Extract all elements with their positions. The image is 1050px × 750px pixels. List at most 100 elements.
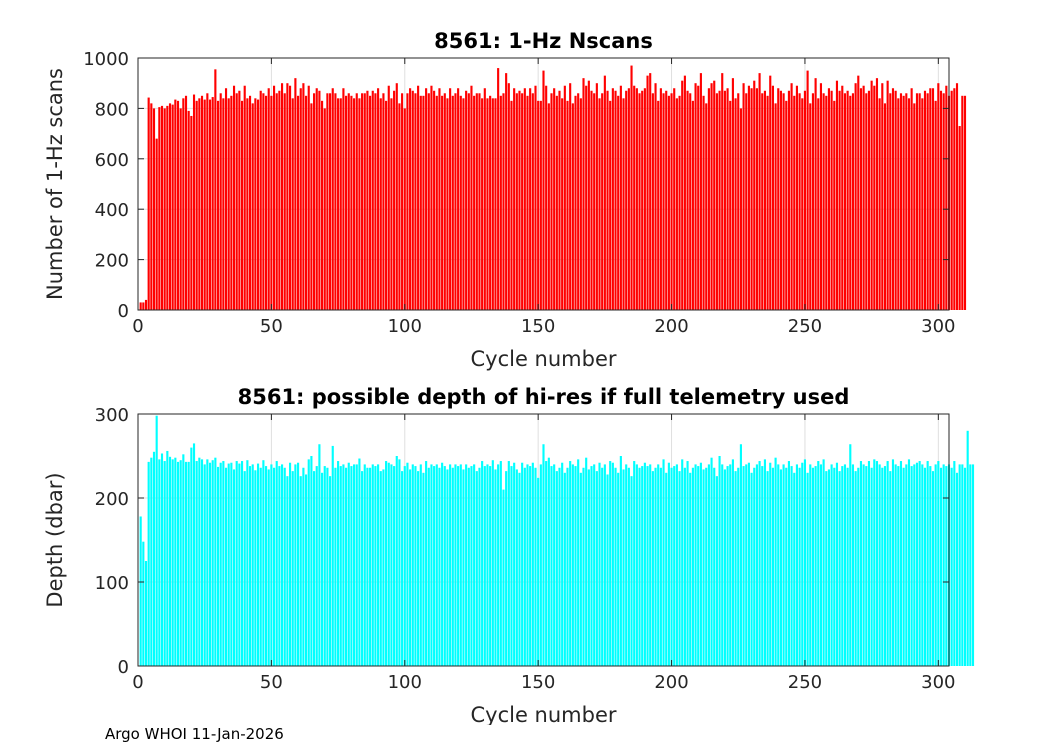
x-tick-label: 100 xyxy=(388,316,422,337)
bar xyxy=(862,464,865,666)
bar xyxy=(691,100,694,310)
bar xyxy=(329,476,332,666)
bar xyxy=(355,93,358,310)
bar xyxy=(155,415,158,666)
bar xyxy=(465,90,468,310)
bar xyxy=(889,471,892,666)
bar xyxy=(902,467,905,666)
y-tick-label: 400 xyxy=(95,200,129,221)
bar xyxy=(406,462,409,666)
bar xyxy=(729,464,732,666)
bar xyxy=(915,93,919,310)
bar xyxy=(670,93,673,310)
bar xyxy=(929,466,932,666)
bar xyxy=(795,85,798,310)
bar xyxy=(793,95,796,310)
bar xyxy=(451,95,454,310)
bar xyxy=(331,88,334,311)
bar xyxy=(814,78,817,310)
bar xyxy=(683,467,686,666)
bar xyxy=(758,73,761,311)
bar xyxy=(657,464,660,666)
footer-text: Argo WHOI 11-Jan-2026 xyxy=(105,725,284,743)
bar xyxy=(558,90,561,310)
bar xyxy=(467,467,470,666)
bar xyxy=(577,93,580,310)
x-tick-label: 200 xyxy=(654,672,688,693)
bar xyxy=(715,93,718,310)
bar xyxy=(307,459,310,666)
bar xyxy=(329,93,332,310)
bar xyxy=(251,103,254,310)
bar xyxy=(198,98,201,310)
bar xyxy=(361,471,364,666)
bar xyxy=(833,467,836,666)
bar xyxy=(310,456,313,666)
bar xyxy=(633,85,636,310)
bar xyxy=(339,466,342,666)
bar xyxy=(235,93,238,310)
bar xyxy=(745,93,748,310)
bar xyxy=(171,104,174,311)
bar xyxy=(769,462,772,666)
bar xyxy=(830,464,833,666)
bar xyxy=(427,467,430,666)
bar xyxy=(337,98,340,310)
bar xyxy=(571,103,574,310)
bar xyxy=(806,472,809,666)
x-tick-label: 0 xyxy=(132,316,143,337)
bar xyxy=(489,95,492,310)
bar xyxy=(542,70,545,310)
bar xyxy=(475,471,478,666)
bar xyxy=(446,98,449,310)
bar xyxy=(726,466,729,666)
bar xyxy=(953,88,956,311)
bar xyxy=(801,98,804,310)
bar xyxy=(497,68,500,310)
bar xyxy=(385,461,388,666)
bar xyxy=(931,88,935,311)
bar xyxy=(174,457,177,666)
bar xyxy=(646,75,649,310)
bar xyxy=(497,464,500,666)
bar xyxy=(553,88,556,311)
bar xyxy=(248,95,252,310)
bar xyxy=(635,88,638,311)
bar xyxy=(206,459,209,666)
bar xyxy=(817,461,820,666)
bar xyxy=(289,462,292,666)
bar xyxy=(766,95,769,310)
bar xyxy=(838,471,841,666)
bar xyxy=(643,462,646,666)
bar xyxy=(163,108,166,311)
bar xyxy=(566,100,569,310)
bar xyxy=(809,464,812,666)
bar xyxy=(878,98,881,310)
bar xyxy=(758,461,761,666)
bar xyxy=(873,459,876,666)
bar xyxy=(318,444,321,666)
bar xyxy=(705,467,708,666)
bar xyxy=(491,98,494,310)
bar xyxy=(958,126,961,310)
bar xyxy=(505,73,508,311)
bar xyxy=(462,98,465,310)
bar xyxy=(433,466,436,666)
y-tick-label: 1000 xyxy=(83,49,129,70)
bar xyxy=(763,90,766,310)
bar xyxy=(206,93,209,310)
bar xyxy=(486,464,489,666)
bar xyxy=(446,469,449,666)
bar xyxy=(657,100,660,310)
bar xyxy=(806,70,809,310)
bar xyxy=(393,466,396,666)
bar xyxy=(371,464,374,666)
bar xyxy=(907,459,911,666)
bar xyxy=(569,461,572,666)
bar xyxy=(470,466,473,666)
bar xyxy=(494,98,497,310)
bar xyxy=(774,457,777,666)
bar xyxy=(390,98,393,310)
bar xyxy=(144,299,148,310)
bar xyxy=(929,88,932,311)
